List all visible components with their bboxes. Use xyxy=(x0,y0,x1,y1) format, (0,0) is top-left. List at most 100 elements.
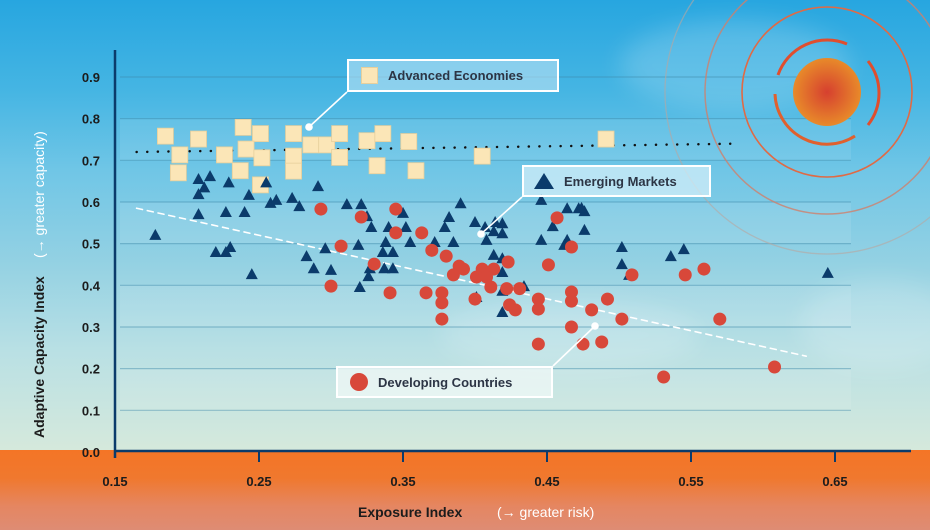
callout-line xyxy=(552,325,596,367)
data-point-circle xyxy=(415,226,429,240)
data-point-circle xyxy=(585,303,599,317)
data-point-circle xyxy=(625,268,639,282)
data-point-square xyxy=(597,130,615,148)
y-tick-label: 0.7 xyxy=(82,153,100,168)
trendlines xyxy=(135,142,808,357)
data-point-triangle xyxy=(192,208,205,220)
y-tick-label: 0.3 xyxy=(82,320,100,335)
data-point-circle xyxy=(564,285,578,299)
data-point-triangle xyxy=(454,197,467,209)
data-point-triangle xyxy=(479,220,492,232)
legend-advanced-economies: Advanced Economies xyxy=(347,59,559,92)
data-point-triangle xyxy=(353,280,366,292)
data-point-circle xyxy=(480,270,494,284)
data-point-square xyxy=(190,130,207,148)
sun-icon xyxy=(664,0,930,255)
legend-emerging-markets: Emerging Markets xyxy=(522,165,711,197)
data-point-circle xyxy=(697,262,711,276)
data-point-triangle xyxy=(535,193,548,205)
data-point-triangle xyxy=(821,266,834,278)
data-point-triangle xyxy=(365,220,378,232)
data-point-triangle xyxy=(496,305,509,317)
trendline-triangle xyxy=(135,207,808,357)
data-point-triangle xyxy=(192,188,205,200)
data-point-circle xyxy=(513,282,527,296)
y-axis-note: (→ greater capacity) xyxy=(31,131,47,258)
data-point-triangle xyxy=(487,225,500,237)
data-point-triangle xyxy=(198,181,211,193)
data-point-square xyxy=(171,146,189,164)
x-axis-title: Exposure Index (→ greater risk) xyxy=(358,504,594,520)
data-point-circle xyxy=(595,335,609,349)
cloud-decoration xyxy=(800,280,930,370)
data-point-circle xyxy=(600,292,614,306)
data-point-triangle xyxy=(575,201,588,213)
data-point-circle xyxy=(564,240,578,254)
data-point-circle xyxy=(324,279,338,293)
data-point-circle xyxy=(383,286,397,300)
data-point-circle xyxy=(615,312,629,326)
x-tick-label: 0.55 xyxy=(678,474,703,489)
data-point-circle xyxy=(541,258,555,272)
legend-developing-countries: Developing Countries xyxy=(336,366,553,398)
data-point-square xyxy=(237,140,255,158)
data-point-square xyxy=(216,146,233,164)
y-tick-label: 0.4 xyxy=(82,278,101,293)
y-tick-label: 0.1 xyxy=(82,403,100,418)
data-point-triangle xyxy=(149,228,162,240)
data-point-square xyxy=(302,136,320,154)
x-tick-label: 0.45 xyxy=(534,474,559,489)
data-point-triangle xyxy=(192,173,205,185)
data-point-triangle xyxy=(219,205,232,217)
callout-anchor xyxy=(591,322,599,330)
data-point-circle xyxy=(564,294,578,308)
y-axis-label: Adaptive Capacity Index xyxy=(31,276,47,438)
data-point-square xyxy=(374,125,392,143)
data-point-circle xyxy=(419,286,433,300)
y-tick-label: 0.6 xyxy=(82,195,100,210)
data-point-triangle xyxy=(300,250,313,262)
data-point-triangle xyxy=(219,245,232,257)
data-point-triangle xyxy=(242,188,255,200)
data-point-circle xyxy=(435,286,449,300)
data-point-triangle xyxy=(447,235,460,247)
data-point-circle xyxy=(435,312,449,326)
data-point-circle xyxy=(531,292,545,306)
x-axis-label: Exposure Index xyxy=(358,504,462,520)
data-point-circle xyxy=(550,211,564,225)
x-tick-label: 0.15 xyxy=(102,474,127,489)
data-point-triangle xyxy=(664,250,677,262)
data-point-triangle xyxy=(238,205,251,217)
data-point-square xyxy=(285,125,302,143)
data-point-circle xyxy=(500,282,514,296)
y-tick-label: 0.0 xyxy=(82,445,100,460)
x-axis-note: (→ greater risk) xyxy=(497,504,594,520)
data-point-circle xyxy=(713,312,727,326)
data-point-square xyxy=(169,164,187,182)
y-ticks: 0.0 0.1 0.2 0.3 0.4 0.5 0.6 0.7 0.8 0.9 xyxy=(82,70,101,460)
circle-marker-icon xyxy=(350,373,368,391)
axes xyxy=(113,50,911,458)
data-point-circle xyxy=(435,296,449,310)
callout-anchor xyxy=(305,123,313,131)
data-point-circle xyxy=(314,202,328,216)
data-point-square xyxy=(368,157,386,175)
data-point-circle xyxy=(439,249,453,263)
triangle-marker-icon xyxy=(534,173,554,189)
callout-line xyxy=(308,91,348,128)
data-point-triangle xyxy=(399,220,412,232)
legend-label: Advanced Economies xyxy=(388,68,524,83)
data-point-square xyxy=(231,162,249,180)
data-point-square xyxy=(156,127,174,145)
data-point-triangle xyxy=(270,193,283,205)
data-point-circle xyxy=(354,210,368,224)
data-point-square xyxy=(473,147,491,165)
data-point-triangle xyxy=(376,245,389,257)
data-point-triangle xyxy=(260,176,273,188)
data-point-circle xyxy=(531,337,545,351)
data-point-circle xyxy=(367,257,381,271)
data-point-triangle xyxy=(245,268,258,280)
data-point-triangle xyxy=(222,176,235,188)
data-point-triangle xyxy=(496,227,509,239)
data-point-circle xyxy=(768,360,782,374)
